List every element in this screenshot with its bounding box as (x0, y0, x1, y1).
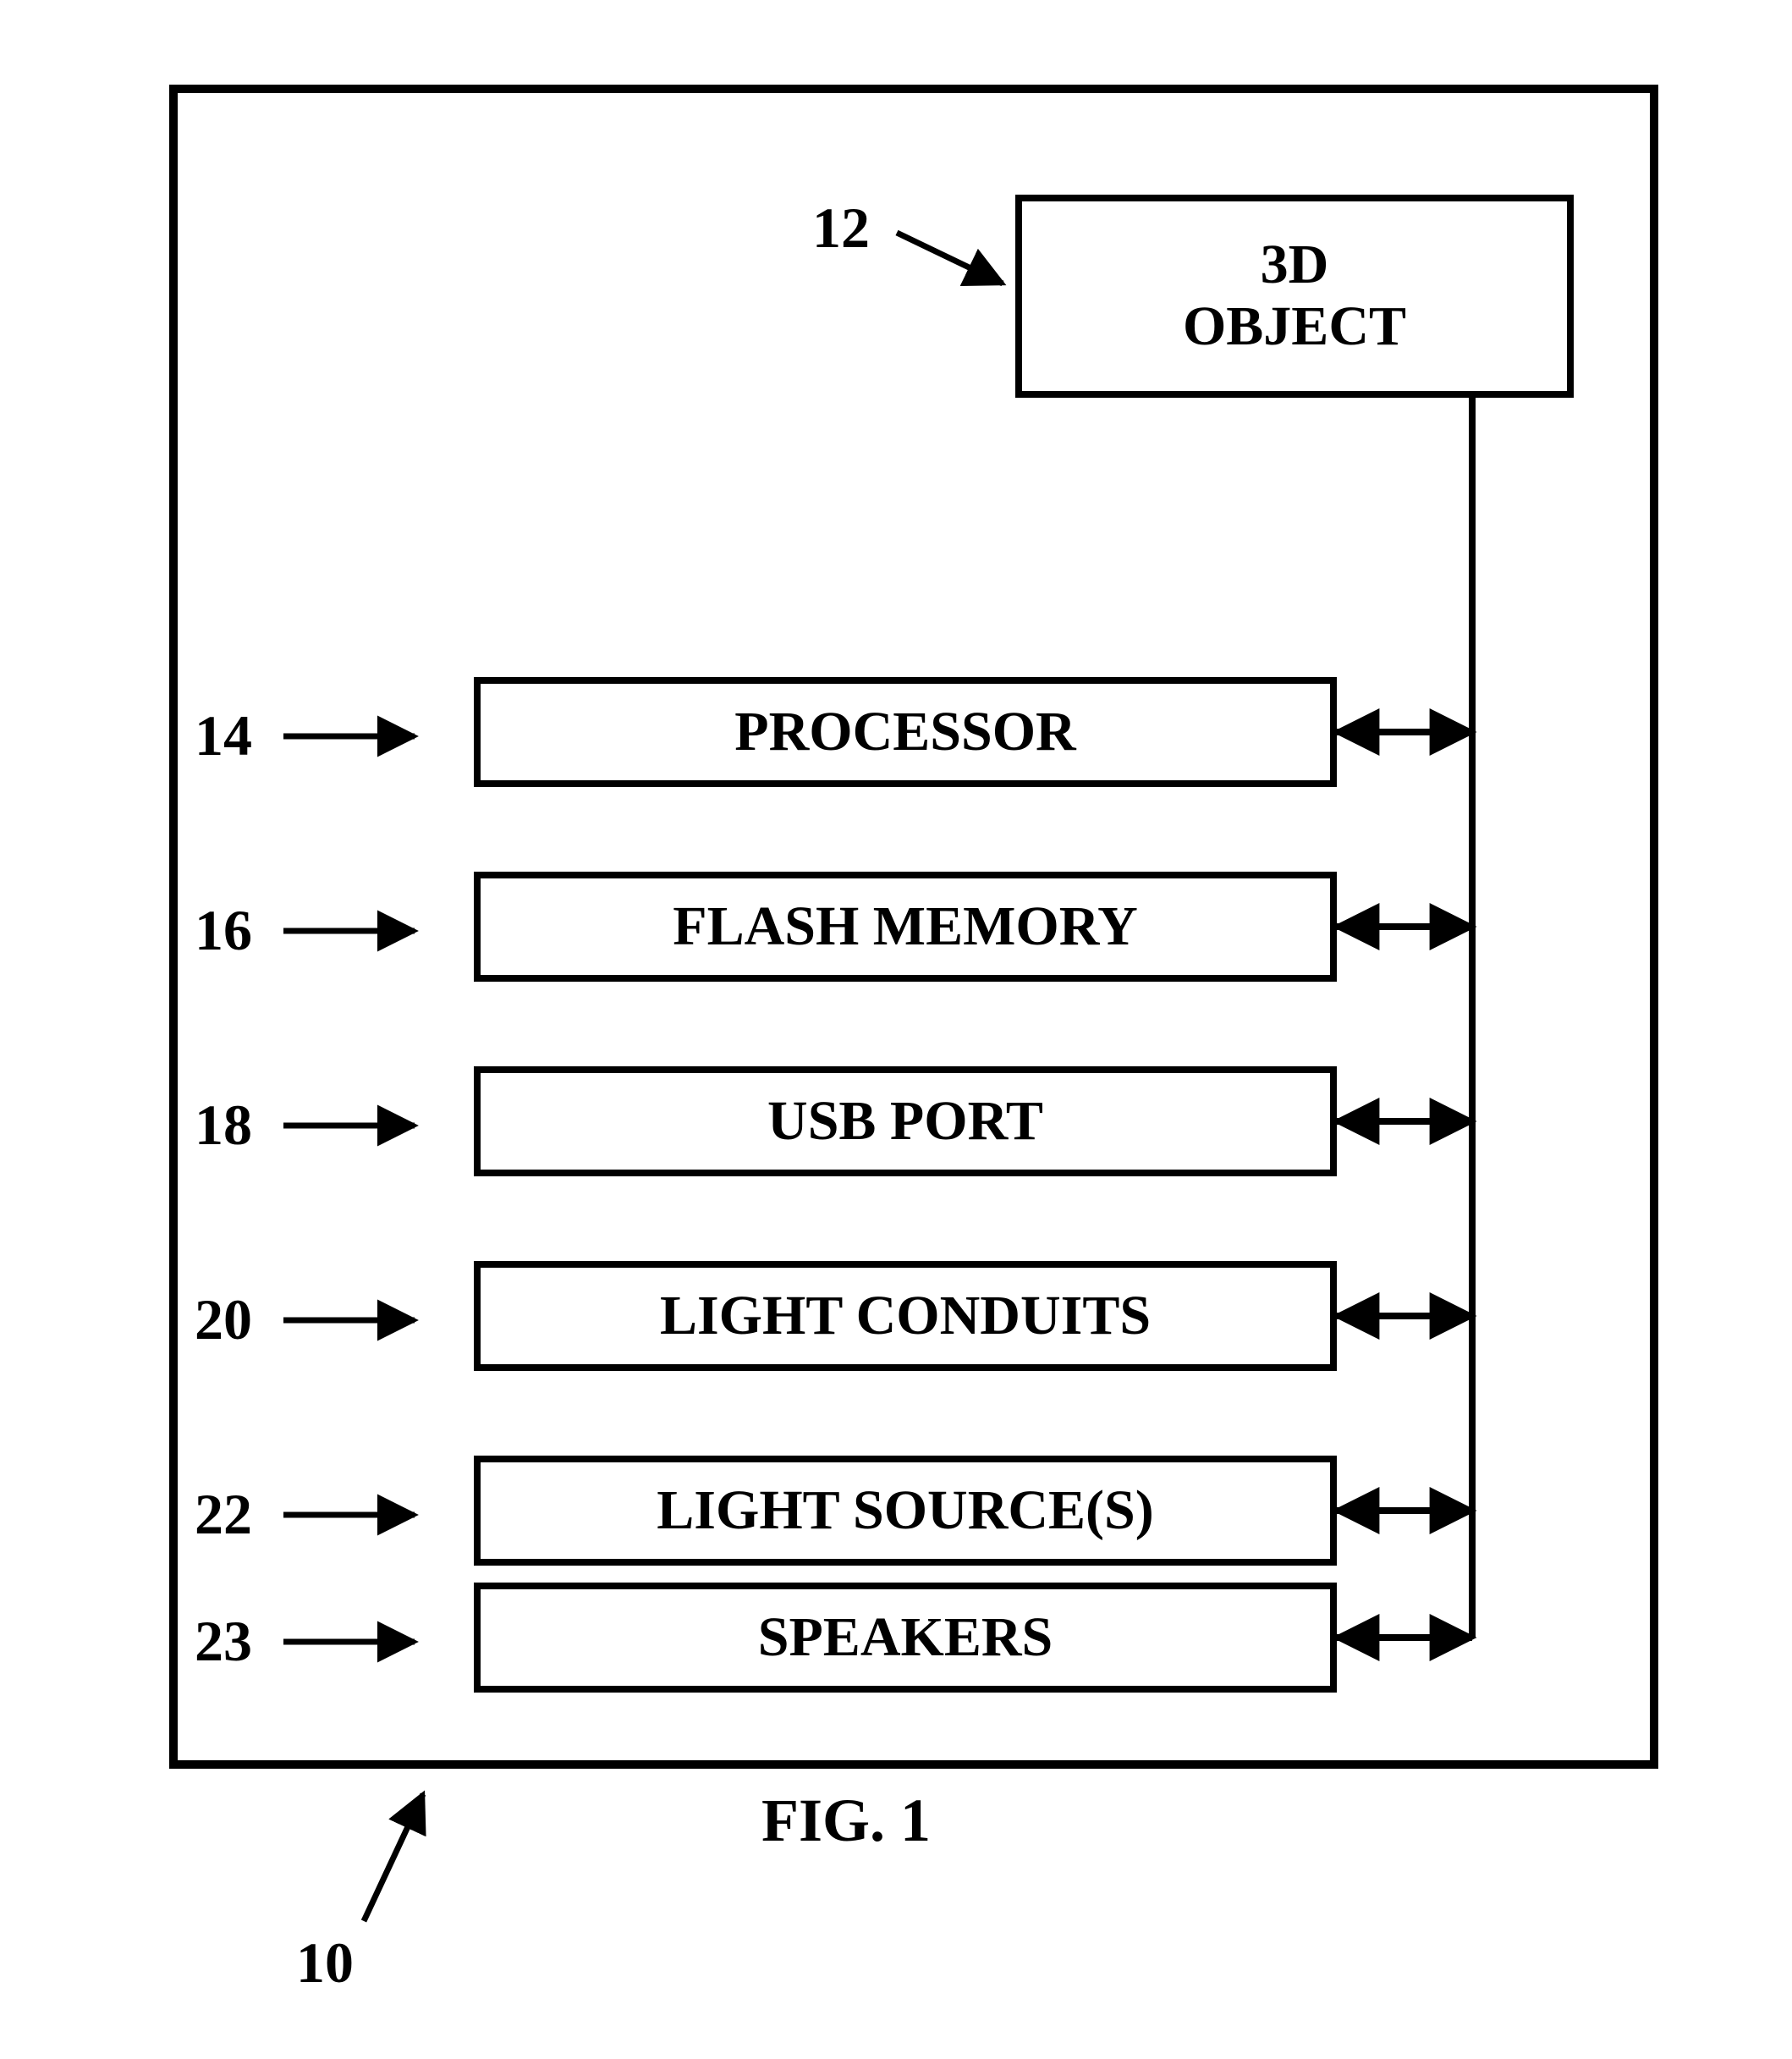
block-label: PROCESSOR (734, 702, 1075, 763)
ref-label-22: 22 (195, 1481, 252, 1548)
ref-text: 23 (195, 1609, 252, 1673)
block-flash-memory: FLASH MEMORY (474, 872, 1337, 982)
ref-label-18: 18 (195, 1092, 252, 1159)
block-label: USB PORT (767, 1091, 1043, 1153)
block-label: LIGHT SOURCE(S) (657, 1480, 1153, 1542)
block-label: FLASH MEMORY (673, 896, 1138, 958)
ref-label-16: 16 (195, 897, 252, 964)
ref-text: 16 (195, 898, 252, 962)
block-label: SPEAKERS (758, 1607, 1053, 1669)
block-label: 3D OBJECT (1183, 234, 1406, 357)
ref-text: 22 (195, 1482, 252, 1546)
ref-text: 18 (195, 1093, 252, 1157)
ref-text: 20 (195, 1287, 252, 1352)
block-3d-object: 3D OBJECT (1015, 195, 1574, 398)
block-light-sources: LIGHT SOURCE(S) (474, 1456, 1337, 1566)
ref-label-20: 20 (195, 1286, 252, 1353)
block-usb-port: USB PORT (474, 1066, 1337, 1176)
caption-text: FIG. 1 (761, 1786, 931, 1854)
block-label: LIGHT CONDUITS (660, 1285, 1151, 1347)
ref-label-14: 14 (195, 702, 252, 769)
ref-label-23: 23 (195, 1608, 252, 1675)
ref-label-12: 12 (812, 195, 870, 262)
ref-arrow-10 (364, 1794, 423, 1921)
ref-text: 12 (812, 195, 870, 260)
block-speakers: SPEAKERS (474, 1583, 1337, 1693)
figure-caption: FIG. 1 (761, 1786, 931, 1856)
ref-text: 14 (195, 703, 252, 768)
block-light-conduits: LIGHT CONDUITS (474, 1261, 1337, 1371)
ref-label-10: 10 (296, 1930, 354, 1996)
ref-text: 10 (296, 1930, 354, 1995)
block-processor: PROCESSOR (474, 677, 1337, 787)
